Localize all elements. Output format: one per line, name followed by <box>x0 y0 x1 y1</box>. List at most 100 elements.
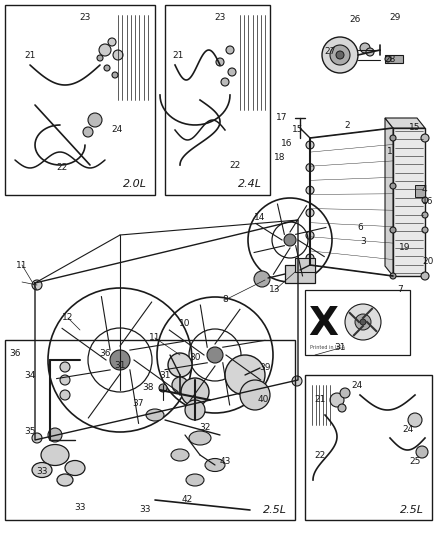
Text: 22: 22 <box>57 164 67 173</box>
Text: 21: 21 <box>25 51 35 60</box>
Bar <box>305 290 410 355</box>
Text: 22: 22 <box>314 450 325 459</box>
Circle shape <box>421 272 429 280</box>
Text: 25: 25 <box>410 457 420 466</box>
Circle shape <box>306 231 314 239</box>
Text: Printed in USA: Printed in USA <box>310 345 345 350</box>
Text: 18: 18 <box>274 154 286 163</box>
Circle shape <box>221 78 229 86</box>
Bar <box>285 265 315 283</box>
Circle shape <box>336 51 344 59</box>
Text: 31: 31 <box>334 343 346 352</box>
Text: 2.4L: 2.4L <box>238 179 262 189</box>
Text: 7: 7 <box>397 286 403 295</box>
Circle shape <box>60 375 70 385</box>
Text: 11: 11 <box>149 334 161 343</box>
Bar <box>5 340 295 520</box>
Text: 11: 11 <box>16 261 28 270</box>
Circle shape <box>306 209 314 217</box>
Text: X: X <box>308 305 338 343</box>
Ellipse shape <box>146 409 164 421</box>
Text: 1: 1 <box>387 148 393 157</box>
Circle shape <box>390 273 396 279</box>
Circle shape <box>185 400 205 420</box>
Circle shape <box>306 164 314 172</box>
Text: 17: 17 <box>276 114 288 123</box>
Text: 24: 24 <box>111 125 123 134</box>
Ellipse shape <box>57 474 73 486</box>
Circle shape <box>113 50 123 60</box>
Circle shape <box>330 393 344 407</box>
Text: 14: 14 <box>254 214 266 222</box>
Text: 2: 2 <box>344 120 350 130</box>
Circle shape <box>110 350 130 370</box>
Bar <box>165 5 270 195</box>
Circle shape <box>32 433 42 443</box>
Text: 10: 10 <box>179 319 191 327</box>
Polygon shape <box>385 118 425 128</box>
Ellipse shape <box>186 474 204 486</box>
Circle shape <box>207 347 223 363</box>
Circle shape <box>340 388 350 398</box>
Text: 33: 33 <box>74 504 86 513</box>
Circle shape <box>254 271 270 287</box>
Circle shape <box>360 43 370 53</box>
Text: 15: 15 <box>409 124 421 133</box>
Circle shape <box>330 45 350 65</box>
Text: 31: 31 <box>114 360 126 369</box>
Circle shape <box>355 314 371 330</box>
Bar <box>385 55 403 63</box>
Bar <box>295 258 315 272</box>
Bar <box>5 5 155 195</box>
Circle shape <box>228 68 236 76</box>
Ellipse shape <box>189 431 211 445</box>
Circle shape <box>366 48 374 56</box>
Ellipse shape <box>41 445 69 465</box>
Bar <box>393 128 425 276</box>
Text: 36: 36 <box>9 349 21 358</box>
Text: 43: 43 <box>219 457 231 466</box>
Text: 34: 34 <box>25 370 35 379</box>
Circle shape <box>416 446 428 458</box>
Text: 33: 33 <box>36 467 48 477</box>
Polygon shape <box>385 118 393 276</box>
Ellipse shape <box>65 461 85 475</box>
Circle shape <box>390 227 396 233</box>
Text: 38: 38 <box>142 384 154 392</box>
Circle shape <box>421 134 429 142</box>
Circle shape <box>99 44 111 56</box>
Text: 8: 8 <box>222 295 228 304</box>
Circle shape <box>60 362 70 372</box>
Text: 15: 15 <box>292 125 304 134</box>
Circle shape <box>216 58 224 66</box>
Text: 36: 36 <box>99 349 111 358</box>
Circle shape <box>112 72 118 78</box>
Text: 2.5L: 2.5L <box>400 505 424 515</box>
Circle shape <box>108 38 116 46</box>
Circle shape <box>345 304 381 340</box>
Text: 24: 24 <box>403 425 413 434</box>
Circle shape <box>60 390 70 400</box>
Text: 19: 19 <box>399 244 411 253</box>
Circle shape <box>422 212 428 218</box>
Text: 13: 13 <box>269 286 281 295</box>
Bar <box>305 375 432 520</box>
Text: 35: 35 <box>24 427 36 437</box>
Text: 39: 39 <box>259 364 271 373</box>
Text: 12: 12 <box>62 313 74 322</box>
Text: 22: 22 <box>230 160 240 169</box>
Text: 26: 26 <box>350 15 360 25</box>
Circle shape <box>181 378 209 406</box>
Text: 32: 32 <box>199 424 211 432</box>
Text: 24: 24 <box>351 381 363 390</box>
Text: 33: 33 <box>139 505 151 514</box>
Text: 23: 23 <box>214 13 226 22</box>
Text: 37: 37 <box>132 399 144 408</box>
Text: 3: 3 <box>360 238 366 246</box>
Circle shape <box>226 46 234 54</box>
Text: 16: 16 <box>422 198 434 206</box>
Circle shape <box>225 355 265 395</box>
Text: 23: 23 <box>79 13 91 22</box>
Text: 20: 20 <box>422 257 434 266</box>
Text: 21: 21 <box>172 51 184 60</box>
